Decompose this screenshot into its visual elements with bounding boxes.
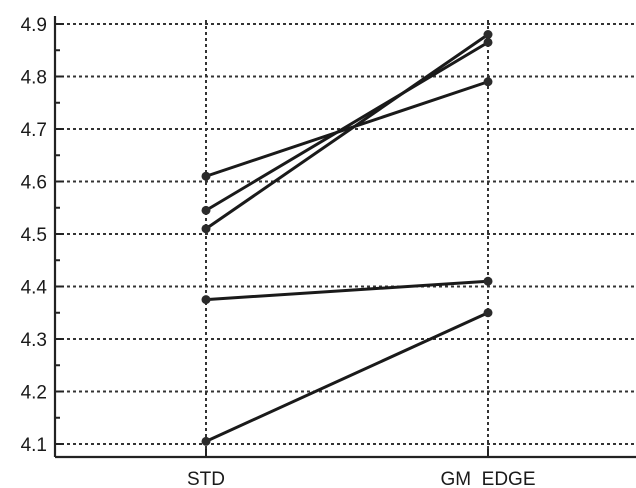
y-tick-label-2: 4.3 (21, 330, 47, 351)
data-point-1-0 (201, 205, 211, 215)
x-axis-tick-labels: STD GM EDGE (187, 469, 536, 488)
data-point-4-0 (201, 436, 211, 446)
y-tick-label-1: 4.2 (21, 383, 47, 404)
data-point-2-0 (201, 224, 211, 234)
data-point-4-1 (483, 308, 493, 318)
data-point-0-0 (201, 171, 211, 181)
y-tick-label-4: 4.5 (21, 225, 47, 246)
series-line-0 (204, 80, 490, 178)
y-tick-label-5: 4.6 (21, 173, 47, 194)
y-tick-label-8: 4.9 (21, 15, 47, 36)
y-tick-label-3: 4.4 (21, 278, 48, 299)
y-tick-label-7: 4.8 (21, 68, 47, 89)
axes (53, 16, 636, 459)
x-tick-label-0: STD (187, 469, 225, 488)
vertical-gridlines (205, 20, 489, 457)
y-axis-tick-labels: 4.1 4.2 4.3 4.4 4.5 4.6 4.7 4.8 4.9 (21, 15, 48, 456)
y-axis-ticks (55, 23, 64, 445)
horizontal-gridlines (55, 23, 636, 445)
series-line-3 (204, 279, 490, 302)
series-line-1 (204, 40, 490, 212)
data-point-1-1 (483, 37, 493, 47)
series-line-4 (204, 311, 490, 443)
series-lines (201, 30, 493, 446)
x-axis-ticks (205, 449, 489, 457)
y-tick-label-0: 4.1 (21, 435, 47, 456)
data-point-3-0 (201, 295, 211, 305)
data-point-0-1 (483, 77, 493, 87)
series-line-2 (204, 33, 490, 231)
data-point-3-1 (483, 276, 493, 286)
y-tick-label-6: 4.7 (21, 120, 47, 141)
data-point-2-1 (483, 30, 493, 39)
x-tick-label-1: GM EDGE (440, 469, 535, 488)
